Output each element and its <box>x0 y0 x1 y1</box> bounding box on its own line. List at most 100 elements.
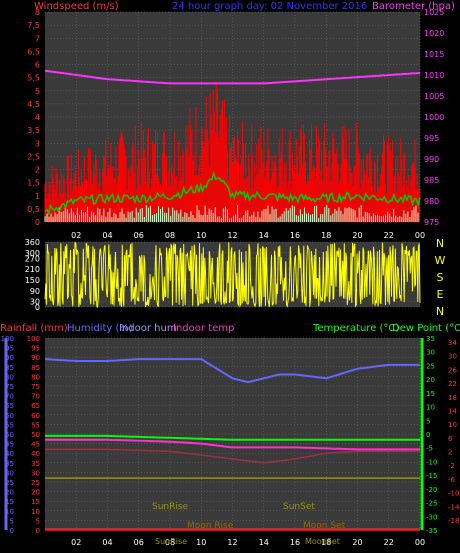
pct-y-tick: 85 <box>5 364 14 372</box>
winddir-line <box>44 241 421 309</box>
wind-lines <box>44 69 421 216</box>
pct-y-tick: 15 <box>5 498 14 506</box>
windspeed-label: Windspeed (m/s) <box>34 1 119 12</box>
winddir-y-tick: 150 <box>25 276 40 285</box>
pct-y-tick: 70 <box>5 393 14 401</box>
pct-y-tick: 75 <box>5 383 14 391</box>
temp-x-tick: 10 <box>196 538 206 547</box>
temp-x-tick: 18 <box>321 538 331 547</box>
rain-y-tick: 85 <box>31 364 40 372</box>
rain-y-tick: 75 <box>31 383 40 391</box>
moonset-label: Moon Set <box>303 521 346 531</box>
wind-x-tick: 08 <box>165 231 175 240</box>
baro-y-tick: 1015 <box>424 50 444 59</box>
wind-y-tick: 0 <box>35 218 40 227</box>
temp-x-tick: 04 <box>102 538 112 547</box>
baro-y-tick: 1000 <box>424 113 444 122</box>
winddir-y-tick: 360 <box>25 238 40 247</box>
compass-label: E <box>437 288 444 301</box>
rain-y-tick: 25 <box>31 479 40 487</box>
legend-humidity: Humidity (%) <box>67 323 133 334</box>
barometer-label: Barometer (hpa) <box>372 1 455 12</box>
moonset-bottom-label: MoonSet <box>305 537 340 546</box>
temperature-line <box>45 434 420 441</box>
compass-label: N <box>436 305 444 318</box>
pct-y-tick: 10 <box>5 508 14 516</box>
wind-y-tick: 2 <box>35 166 40 175</box>
temp-x-tick: 22 <box>384 538 394 547</box>
dew-y-tick: 18 <box>448 394 457 402</box>
baro-y-tick: 1005 <box>424 92 444 101</box>
compass-label: W <box>435 254 446 267</box>
dew-y-tick: -6 <box>448 476 456 484</box>
rain-y-tick: 40 <box>31 450 40 458</box>
rain-y-tick: 95 <box>31 345 40 353</box>
pct-y-tick: 55 <box>5 421 14 429</box>
wind-y-tick: 3 <box>35 139 40 148</box>
wind-y-tick: 4,5 <box>27 100 40 109</box>
legend-indoor-hum: Indoor hum <box>119 323 177 334</box>
temp-y-tick: 30 <box>426 349 435 357</box>
pct-y-tick: 20 <box>5 489 14 497</box>
baro-y-tick: 1010 <box>424 71 444 80</box>
dew-y-tick: -18 <box>448 517 459 525</box>
wind-x-tick: 20 <box>352 231 362 240</box>
winddir-y-tick: 210 <box>25 265 40 274</box>
temp-x-tick: 14 <box>259 538 269 547</box>
pct-y-tick: 95 <box>5 345 14 353</box>
dew-y-tick: 34 <box>448 339 457 347</box>
wind-y-tick: 4 <box>35 113 40 122</box>
graph-title: 24 hour graph day: 02 November 2016 <box>172 1 367 12</box>
temp-y-tick: -30 <box>426 513 437 521</box>
temp-x-tick: 12 <box>227 538 237 547</box>
legend-dewpoint: Dew Point (°C) <box>392 323 460 334</box>
temp-y-tick: 5 <box>426 417 430 425</box>
winddir-y-tick: 30 <box>30 298 40 307</box>
legend-indoor-temp: Indoor temp <box>173 323 234 334</box>
wind-x-tick: 04 <box>102 231 112 240</box>
temp-y-tick: -10 <box>426 458 437 466</box>
temp-lines <box>44 358 420 531</box>
winddir-y-tick: 0 <box>35 303 40 312</box>
wind-y-tick: 5,5 <box>27 74 40 83</box>
moonrise-label: Moon Rise <box>187 521 234 531</box>
dew-y-tick: -10 <box>448 490 459 498</box>
compass-label: N <box>436 237 444 250</box>
rain-y-tick: 35 <box>31 460 40 468</box>
wind-y-tick: 6,5 <box>27 47 40 56</box>
dew-y-tick: -2 <box>448 462 455 470</box>
wind-y-tick: 7 <box>35 34 40 43</box>
compass-label: S <box>437 271 444 284</box>
pct-y-tick: 50 <box>5 431 14 439</box>
temp-x-tick: 16 <box>290 538 300 547</box>
wind-x-tick: 22 <box>384 231 394 240</box>
pct-y-tick: 30 <box>5 469 14 477</box>
baro-y-tick: 995 <box>424 134 439 143</box>
wind-x-tick: 14 <box>259 231 269 240</box>
pct-y-tick: 45 <box>5 441 14 449</box>
dew-y-tick: 22 <box>448 380 457 388</box>
wind-x-tick: 12 <box>227 231 237 240</box>
rain-y-tick: 0 <box>36 527 40 535</box>
pct-y-tick: 60 <box>5 412 14 420</box>
wind-axis-ticks: 0 0,5 1 1,5 2 2,5 3 3,5 4 4,5 5 5,5 6 6,5 7 7,5 8 975 980 9… <box>27 8 444 240</box>
rain-y-tick: 80 <box>31 373 40 381</box>
temp-x-tick: 08 <box>165 538 175 547</box>
rain-y-tick: 70 <box>31 393 40 401</box>
wind-y-tick: 7,5 <box>27 21 40 30</box>
sunrise-bottom-label: SunRise <box>155 537 187 546</box>
winddir-y-tick: 300 <box>25 249 40 258</box>
baro-y-tick: 990 <box>424 155 439 164</box>
temp-x-tick: 00 <box>415 538 425 547</box>
rain-y-tick: 50 <box>31 431 40 439</box>
wind-x-tick: 00 <box>415 231 425 240</box>
temp-x-tick: 02 <box>71 538 81 547</box>
temp-y-tick: -5 <box>426 445 433 453</box>
sunset-label: SunSet <box>283 502 315 512</box>
rain-y-tick: 100 <box>27 335 40 343</box>
rain-y-tick: 20 <box>31 489 40 497</box>
legend-temperature: Temperature (°C) <box>312 323 399 334</box>
wind-average-line <box>44 171 421 216</box>
dew-y-tick: 10 <box>448 421 457 429</box>
